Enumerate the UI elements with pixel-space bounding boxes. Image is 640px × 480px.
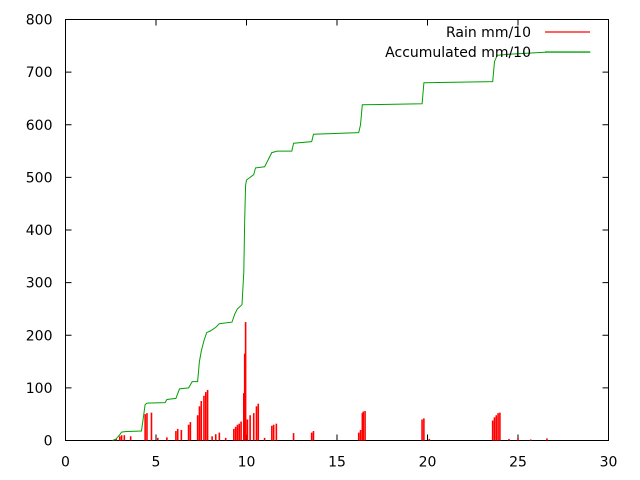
- x-tick-label: 0: [61, 455, 70, 471]
- x-tick-label: 20: [419, 455, 437, 471]
- y-tick-label: 400: [26, 223, 53, 239]
- x-tick-label: 15: [328, 455, 346, 471]
- y-tick-label: 100: [26, 381, 53, 397]
- legend: Rain mm/10 Accumulated mm/10: [385, 25, 590, 61]
- rain-series: [115, 322, 548, 441]
- y-tick-label: 800: [26, 13, 53, 29]
- x-tick-label: 10: [238, 455, 256, 471]
- x-tick-label: 25: [509, 455, 527, 471]
- legend-label-accumulated: Accumulated mm/10: [385, 45, 531, 61]
- legend-label-rain: Rain mm/10: [446, 25, 531, 41]
- x-tick-label: 5: [152, 455, 161, 471]
- plot-frame: [65, 19, 609, 441]
- y-tick-label: 600: [26, 118, 53, 134]
- x-tick-label: 30: [600, 455, 618, 471]
- y-tick-label: 200: [26, 328, 53, 344]
- y-tick-label: 500: [26, 170, 53, 186]
- accumulated-series-line: [112, 51, 591, 441]
- y-tick-label: 700: [26, 65, 53, 81]
- y-tick-label: 0: [44, 434, 53, 450]
- y-tick-label: 300: [26, 276, 53, 292]
